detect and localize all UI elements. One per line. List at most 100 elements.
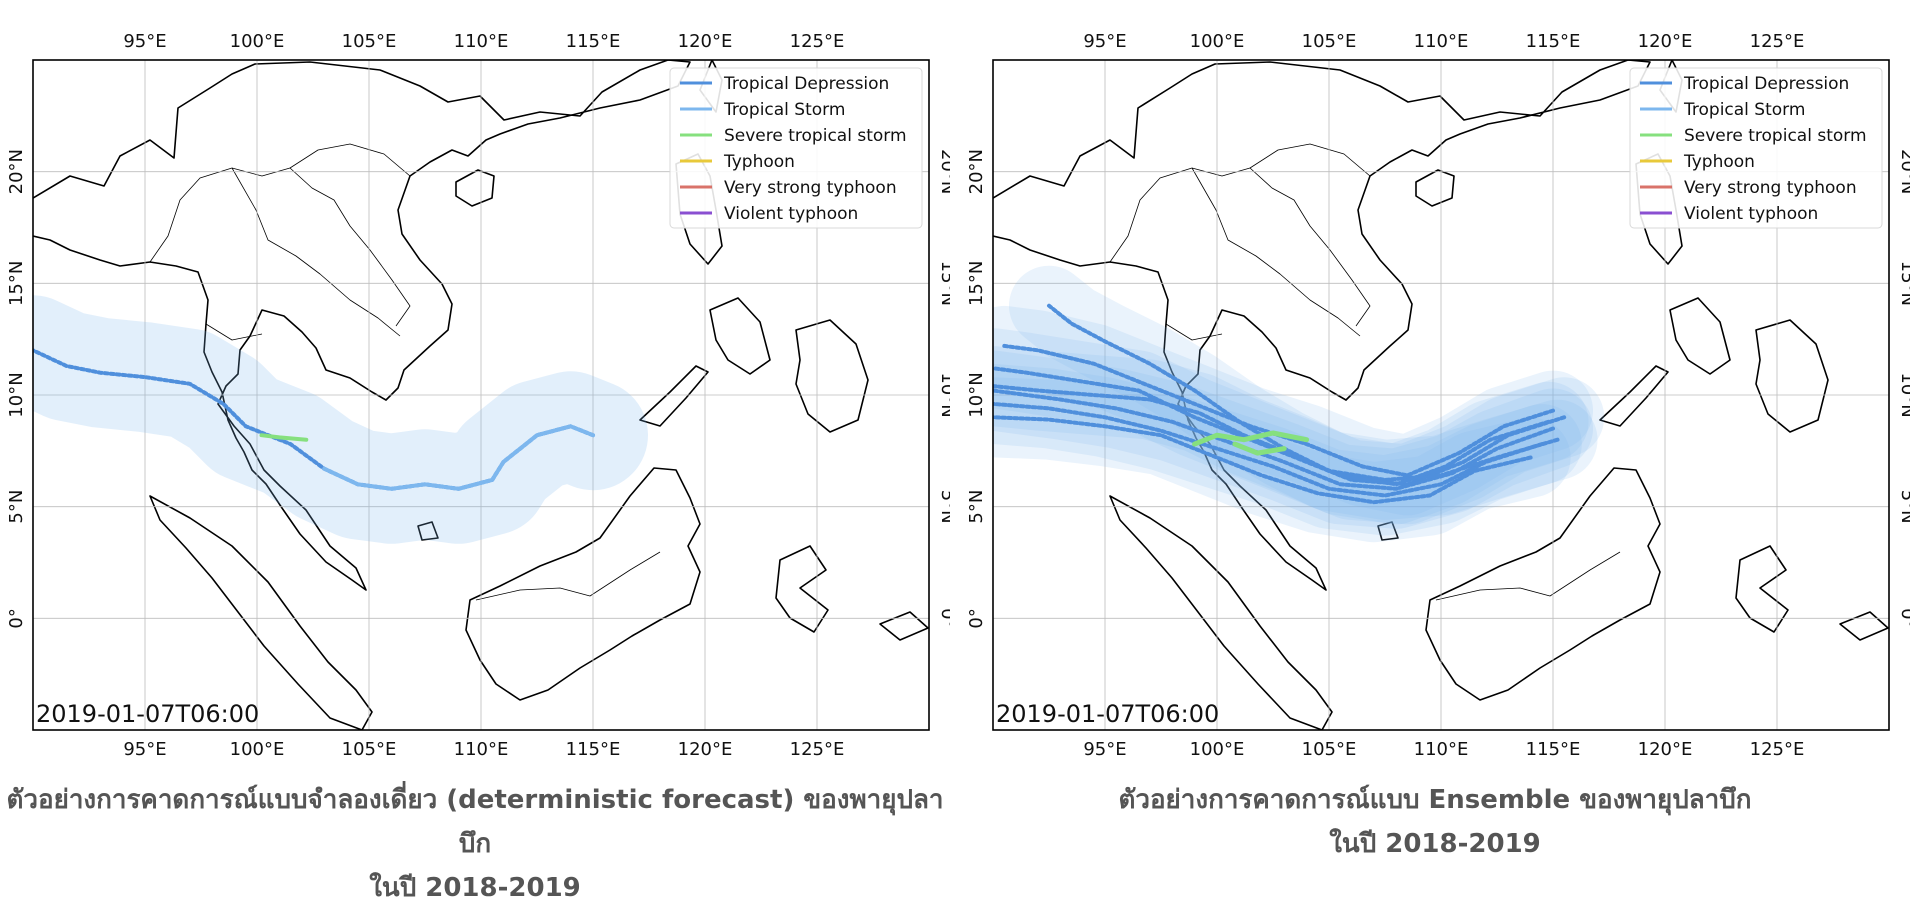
lon-tick-label: 125°E bbox=[790, 31, 845, 52]
forecast-track bbox=[993, 384, 1551, 487]
sulawesi-coastline bbox=[1735, 545, 1789, 633]
lon-tick-label: 95°E bbox=[1083, 739, 1126, 760]
bangka-coastline bbox=[1377, 521, 1399, 541]
deterministic-map: 95°E 100°E 105°E 110°E 115°E 120°E 125°E 95°E 1… bbox=[6, 31, 958, 760]
lat-tick-label: 15°N bbox=[966, 261, 987, 306]
top-lon-labels: 95°E 100°E 105°E 110°E 115°E 120°E 125°E bbox=[123, 31, 844, 52]
lat-tick-label: 0° bbox=[966, 608, 987, 628]
lon-tick-label: 125°E bbox=[1750, 739, 1805, 760]
caption-line-2: ในปี 2018-2019 bbox=[1329, 829, 1541, 859]
lat-tick-label: 0° bbox=[937, 608, 950, 628]
philippines-visayas-coastline bbox=[1669, 297, 1731, 375]
lon-tick-label: 115°E bbox=[566, 739, 621, 760]
lat-tick-label: 10°N bbox=[937, 372, 950, 417]
tropical-storm-segment bbox=[322, 424, 595, 491]
lat-tick-label: 15°N bbox=[6, 261, 27, 306]
legend-label: Tropical Depression bbox=[723, 74, 889, 94]
lat-tick-label: 0° bbox=[6, 608, 27, 628]
lat-tick-label: 20°N bbox=[966, 149, 987, 194]
palawan-coastline bbox=[1599, 365, 1669, 427]
borneo-coastline bbox=[1425, 467, 1661, 701]
lon-tick-label: 110°E bbox=[454, 31, 509, 52]
legend-item-typhoon: Typhoon bbox=[680, 152, 795, 172]
coastline-group bbox=[993, 60, 1889, 730]
forecast-track bbox=[993, 415, 1533, 505]
lat-tick-label: 10°N bbox=[6, 372, 27, 417]
lat-tick-label: 5°N bbox=[937, 490, 950, 524]
forecast-timestamp: 2019-01-07T06:00 bbox=[996, 700, 1219, 728]
legend-item-tropical-storm: Tropical Storm bbox=[680, 100, 845, 120]
legend-item-typhoon: Typhoon bbox=[1640, 152, 1755, 172]
lon-tick-label: 110°E bbox=[1414, 739, 1469, 760]
lat-tick-label: 10°N bbox=[1897, 372, 1910, 417]
mainland-coastline bbox=[33, 60, 691, 591]
legend-label: Violent typhoon bbox=[724, 204, 858, 224]
legend-label: Severe tropical storm bbox=[724, 126, 907, 146]
lon-tick-label: 120°E bbox=[678, 739, 733, 760]
lat-tick-label: 20°N bbox=[1897, 149, 1910, 194]
map-frame bbox=[32, 59, 930, 731]
timor-coastline bbox=[1839, 611, 1889, 641]
legend-label: Tropical Depression bbox=[1683, 74, 1849, 94]
legend-label: Violent typhoon bbox=[1684, 204, 1818, 224]
legend-item-tropical-depression: Tropical Depression bbox=[680, 74, 889, 94]
lon-tick-label: 95°E bbox=[123, 31, 166, 52]
legend-item-violent-typhoon: Violent typhoon bbox=[1640, 204, 1818, 224]
legend-label: Severe tropical storm bbox=[1684, 126, 1867, 146]
lat-tick-label: 20°N bbox=[937, 149, 950, 194]
lon-tick-label: 115°E bbox=[1526, 739, 1581, 760]
lon-tick-label: 100°E bbox=[230, 739, 285, 760]
sumatra-coastline bbox=[149, 495, 373, 730]
map-frame bbox=[992, 59, 1890, 731]
lon-tick-label: 115°E bbox=[1526, 31, 1581, 52]
left-lat-labels: 20°N 15°N 10°N 5°N 0° bbox=[6, 149, 27, 629]
legend-label: Typhoon bbox=[1683, 152, 1755, 172]
caption-line-2: ในปี 2018-2019 bbox=[369, 873, 581, 903]
legend-label: Very strong typhoon bbox=[1684, 178, 1857, 198]
legend: Tropical Depression Tropical Storm Sever… bbox=[669, 67, 923, 229]
hainan-coastline bbox=[455, 169, 495, 207]
lon-tick-label: 100°E bbox=[1190, 739, 1245, 760]
lon-tick-label: 100°E bbox=[230, 31, 285, 52]
right-lat-labels: 20°N 15°N 10°N 5°N 0° bbox=[1897, 149, 1918, 629]
left-lat-labels: 20°N 15°N 10°N 5°N 0° bbox=[966, 149, 987, 629]
lon-tick-label: 125°E bbox=[1750, 31, 1805, 52]
lon-tick-label: 100°E bbox=[1190, 31, 1245, 52]
bangka-coastline bbox=[417, 521, 439, 541]
deterministic-caption: ตัวอย่างการคาดการณ์แบบจำลองเดี่ยว (deter… bbox=[0, 778, 950, 910]
ensemble-caption: ตัวอย่างการคาดการณ์แบบ Ensemble ของพายุป… bbox=[960, 778, 1910, 866]
lon-tick-label: 95°E bbox=[123, 739, 166, 760]
gridlines bbox=[993, 60, 1889, 730]
lon-tick-label: 105°E bbox=[342, 31, 397, 52]
ensemble-panel: 95°E 100°E 105°E 110°E 115°E 120°E 125°E 95°E 1… bbox=[960, 0, 1918, 879]
severe-tropical-storm-segment bbox=[1192, 430, 1310, 447]
severe-tropical-storm-segment bbox=[259, 433, 309, 442]
caption-line-1: ตัวอย่างการคาดการณ์แบบจำลองเดี่ยว (deter… bbox=[6, 785, 944, 859]
country-borders bbox=[1109, 143, 1621, 601]
lon-tick-label: 95°E bbox=[1083, 31, 1126, 52]
uncertainty-cones bbox=[33, 295, 648, 544]
top-lon-labels: 95°E 100°E 105°E 110°E 115°E 120°E 125°E bbox=[1083, 31, 1804, 52]
legend: Tropical Depression Tropical Storm Sever… bbox=[1629, 67, 1883, 229]
ensemble-map: 95°E 100°E 105°E 110°E 115°E 120°E 125°E 95°E 1… bbox=[966, 31, 1918, 760]
deterministic-panel: 95°E 100°E 105°E 110°E 115°E 120°E 125°E 95°E 1… bbox=[0, 0, 958, 903]
track-uncertainty-cone bbox=[33, 295, 648, 544]
forecast-track bbox=[993, 401, 1544, 498]
lat-tick-label: 15°N bbox=[937, 261, 950, 306]
philippines-mindanao-coastline bbox=[1755, 319, 1829, 433]
legend-box bbox=[669, 67, 923, 229]
legend-item-tropical-storm: Tropical Storm bbox=[1640, 100, 1805, 120]
philippines-mindanao-coastline bbox=[795, 319, 869, 433]
mainland-coastline bbox=[993, 60, 1651, 591]
forecast-track bbox=[993, 388, 1555, 491]
lon-tick-label: 110°E bbox=[454, 739, 509, 760]
borneo-coastline bbox=[465, 467, 701, 701]
legend-item-violent-typhoon: Violent typhoon bbox=[680, 204, 858, 224]
lon-tick-label: 125°E bbox=[790, 739, 845, 760]
lat-tick-label: 5°N bbox=[6, 490, 27, 524]
bottom-lon-labels: 95°E 100°E 105°E 110°E 115°E 120°E 125°E bbox=[123, 739, 844, 760]
lon-tick-label: 115°E bbox=[566, 31, 621, 52]
lon-tick-label: 120°E bbox=[678, 31, 733, 52]
palawan-coastline bbox=[639, 365, 709, 427]
hainan-coastline bbox=[1415, 169, 1455, 207]
